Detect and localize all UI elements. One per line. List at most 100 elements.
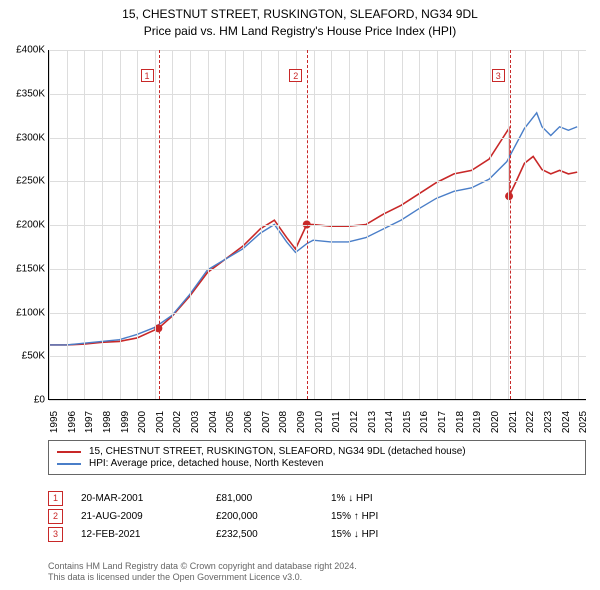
gridline-v xyxy=(437,50,438,399)
x-axis-label: 2020 xyxy=(490,411,501,433)
transaction-row: 120-MAR-2001£81,0001% ↓ HPI xyxy=(48,491,586,506)
legend-item: 15, CHESTNUT STREET, RUSKINGTON, SLEAFOR… xyxy=(57,446,577,457)
title-line-1: 15, CHESTNUT STREET, RUSKINGTON, SLEAFOR… xyxy=(0,6,600,23)
gridline-v xyxy=(137,50,138,399)
transaction-marker-box: 2 xyxy=(48,509,63,524)
x-axis-label: 2014 xyxy=(384,411,395,433)
gridline-v xyxy=(208,50,209,399)
legend-label: 15, CHESTNUT STREET, RUSKINGTON, SLEAFOR… xyxy=(89,446,466,457)
transaction-row: 312-FEB-2021£232,50015% ↓ HPI xyxy=(48,527,586,542)
x-axis-label: 2004 xyxy=(208,411,219,433)
x-axis-label: 1999 xyxy=(120,411,131,433)
transaction-price: £232,500 xyxy=(216,529,331,540)
gridline-h xyxy=(49,400,586,401)
gridline-v xyxy=(455,50,456,399)
event-line xyxy=(510,50,511,399)
x-axis-label: 1995 xyxy=(49,411,60,433)
x-axis-label: 2012 xyxy=(349,411,360,433)
event-marker-box: 1 xyxy=(141,69,154,82)
gridline-v xyxy=(261,50,262,399)
x-axis-label: 2018 xyxy=(455,411,466,433)
gridline-v xyxy=(225,50,226,399)
event-line xyxy=(307,50,308,399)
gridline-v xyxy=(243,50,244,399)
title-block: 15, CHESTNUT STREET, RUSKINGTON, SLEAFOR… xyxy=(0,0,600,40)
x-axis-label: 2002 xyxy=(172,411,183,433)
legend: 15, CHESTNUT STREET, RUSKINGTON, SLEAFOR… xyxy=(48,440,586,475)
gridline-v xyxy=(543,50,544,399)
x-axis-label: 2016 xyxy=(419,411,430,433)
gridline-v xyxy=(419,50,420,399)
y-axis-label: £300K xyxy=(16,132,45,143)
legend-swatch xyxy=(57,463,81,465)
gridline-v xyxy=(561,50,562,399)
gridline-v xyxy=(367,50,368,399)
legend-item: HPI: Average price, detached house, Nort… xyxy=(57,458,577,469)
footer-attribution: Contains HM Land Registry data © Crown c… xyxy=(48,561,586,584)
legend-swatch xyxy=(57,451,81,453)
x-axis-label: 2013 xyxy=(367,411,378,433)
y-axis-label: £150K xyxy=(16,263,45,274)
transaction-hpi-delta: 15% ↓ HPI xyxy=(331,529,378,540)
x-axis-label: 2006 xyxy=(243,411,254,433)
gridline-h xyxy=(49,269,586,270)
footer-line-2: This data is licensed under the Open Gov… xyxy=(48,572,586,584)
x-axis-label: 2010 xyxy=(314,411,325,433)
x-axis-label: 2008 xyxy=(278,411,289,433)
gridline-v xyxy=(278,50,279,399)
gridline-v xyxy=(49,50,50,399)
x-axis-label: 2017 xyxy=(437,411,448,433)
x-axis-label: 1997 xyxy=(84,411,95,433)
gridline-v xyxy=(155,50,156,399)
y-axis-label: £200K xyxy=(16,220,45,231)
x-axis-label: 2025 xyxy=(578,411,589,433)
gridline-v xyxy=(349,50,350,399)
gridline-v xyxy=(402,50,403,399)
gridline-v xyxy=(172,50,173,399)
x-axis-label: 2023 xyxy=(543,411,554,433)
y-axis-label: £350K xyxy=(16,88,45,99)
gridline-v xyxy=(508,50,509,399)
transaction-hpi-delta: 1% ↓ HPI xyxy=(331,493,373,504)
event-line xyxy=(159,50,160,399)
x-axis-label: 2009 xyxy=(296,411,307,433)
gridline-v xyxy=(384,50,385,399)
event-marker-box: 2 xyxy=(289,69,302,82)
transaction-price: £81,000 xyxy=(216,493,331,504)
gridline-v xyxy=(525,50,526,399)
x-axis-label: 1998 xyxy=(102,411,113,433)
x-axis-label: 2021 xyxy=(508,411,519,433)
x-axis-label: 2003 xyxy=(190,411,201,433)
x-axis-label: 2005 xyxy=(225,411,236,433)
y-axis-label: £0 xyxy=(34,395,45,406)
footer-line-1: Contains HM Land Registry data © Crown c… xyxy=(48,561,586,573)
gridline-v xyxy=(102,50,103,399)
x-axis-label: 2024 xyxy=(561,411,572,433)
gridline-h xyxy=(49,313,586,314)
gridline-h xyxy=(49,50,586,51)
event-marker-box: 3 xyxy=(492,69,505,82)
x-axis-label: 2019 xyxy=(472,411,483,433)
transaction-date: 12-FEB-2021 xyxy=(81,529,216,540)
gridline-v xyxy=(84,50,85,399)
gridline-h xyxy=(49,356,586,357)
gridline-v xyxy=(490,50,491,399)
gridline-v xyxy=(190,50,191,399)
chart-container: 15, CHESTNUT STREET, RUSKINGTON, SLEAFOR… xyxy=(0,0,600,590)
transactions-table: 120-MAR-2001£81,0001% ↓ HPI221-AUG-2009£… xyxy=(48,488,586,545)
y-axis-label: £50K xyxy=(22,351,45,362)
y-axis-label: £250K xyxy=(16,176,45,187)
gridline-h xyxy=(49,94,586,95)
x-axis-label: 2015 xyxy=(402,411,413,433)
gridline-v xyxy=(120,50,121,399)
gridline-h xyxy=(49,181,586,182)
gridline-v xyxy=(67,50,68,399)
transaction-date: 20-MAR-2001 xyxy=(81,493,216,504)
gridline-v xyxy=(472,50,473,399)
gridline-v xyxy=(331,50,332,399)
y-axis-label: £400K xyxy=(16,45,45,56)
x-axis-label: 2022 xyxy=(525,411,536,433)
gridline-h xyxy=(49,225,586,226)
gridline-v xyxy=(296,50,297,399)
transaction-price: £200,000 xyxy=(216,511,331,522)
